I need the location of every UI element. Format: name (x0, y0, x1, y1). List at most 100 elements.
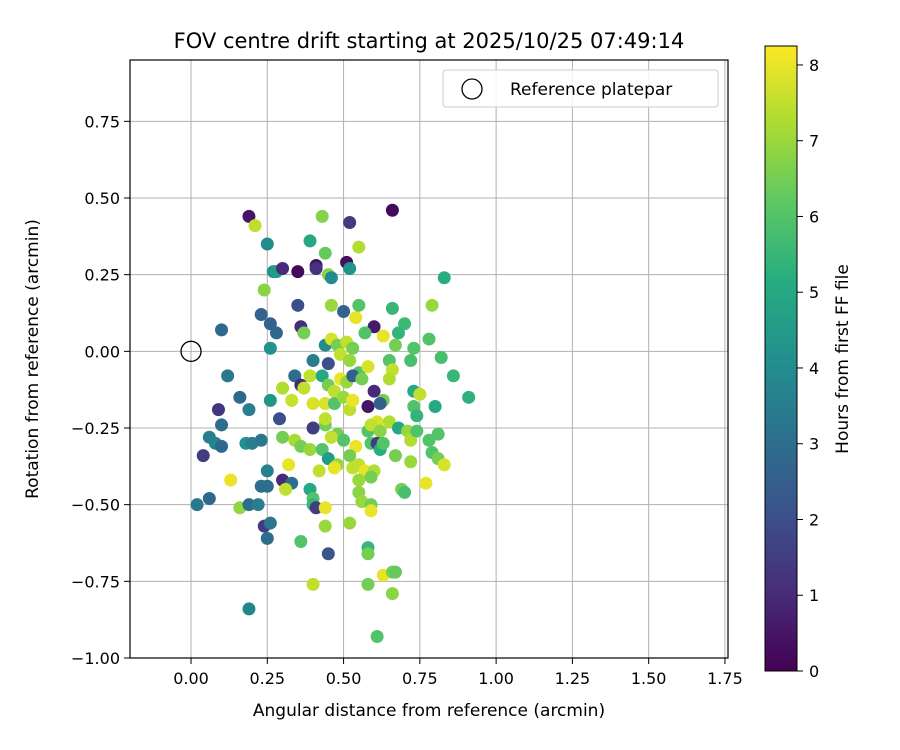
data-point (260, 531, 274, 545)
data-point (276, 381, 290, 395)
data-point (248, 219, 262, 233)
x-tick-label: 1.75 (707, 669, 743, 688)
data-point (373, 424, 387, 438)
data-point (388, 338, 402, 352)
data-point (309, 262, 323, 276)
data-point (224, 473, 238, 487)
data-point (358, 326, 372, 340)
data-point (367, 384, 381, 398)
data-point (306, 577, 320, 591)
data-point (321, 452, 335, 466)
data-point (352, 473, 366, 487)
data-point (315, 442, 329, 456)
data-point (428, 400, 442, 414)
data-point (263, 341, 277, 355)
data-point (273, 412, 286, 426)
data-point (385, 301, 399, 315)
x-axis-ticks: 0.00 0.25 0.50 0.75 1.00 1.25 1.50 1.75 (173, 658, 743, 688)
data-point (382, 372, 396, 386)
data-point (352, 240, 366, 254)
data-point (215, 323, 229, 337)
legend-box (442, 69, 719, 108)
y-axis-ticks: 0.75 0.50 0.25 0.00 −0.25 −0.50 −0.75 −1.00 (71, 112, 130, 668)
x-tick-label: 1.00 (478, 669, 514, 688)
data-point (446, 369, 460, 383)
data-point (364, 418, 378, 432)
colorbar-tick-label: 0 (809, 662, 819, 681)
data-point (364, 470, 378, 484)
data-point (297, 381, 311, 395)
y-tick-label: 0.25 (84, 266, 120, 285)
x-tick-label: 0.75 (402, 669, 438, 688)
legend: Reference platepar (442, 69, 719, 108)
reference-platepar-marker (180, 340, 202, 362)
data-point (254, 433, 268, 447)
data-point (318, 246, 332, 260)
colorbar-gradient (764, 45, 798, 672)
data-point (367, 320, 381, 334)
data-point (410, 409, 424, 423)
data-point (260, 464, 274, 478)
data-point (324, 430, 338, 444)
y-tick-label: 0.00 (84, 342, 120, 361)
data-point (263, 393, 277, 407)
x-tick-label: 1.50 (631, 669, 667, 688)
data-point (404, 354, 418, 368)
data-point (303, 369, 317, 383)
data-point (404, 433, 418, 447)
data-point (434, 350, 448, 364)
data-point (422, 332, 436, 346)
y-axis-label: Rotation from reference (arcmin) (23, 219, 43, 499)
colorbar-tick-label: 1 (809, 586, 819, 605)
data-point (321, 357, 335, 371)
legend-open-circle-marker (461, 78, 483, 100)
data-point (260, 479, 274, 493)
data-point (327, 461, 341, 475)
data-point (410, 424, 424, 438)
data-point (303, 234, 317, 248)
data-points (190, 203, 476, 644)
data-point (343, 516, 357, 530)
data-point (391, 326, 405, 340)
colorbar-label: Hours from first FF file (833, 264, 853, 454)
data-point (346, 393, 360, 407)
data-point (312, 464, 326, 478)
data-point (382, 415, 396, 429)
data-point (376, 436, 390, 450)
x-tick-label: 0.25 (249, 669, 285, 688)
data-point (297, 326, 311, 340)
y-tick-label: −0.25 (71, 419, 120, 438)
x-tick-label: 0.00 (173, 669, 209, 688)
data-point (251, 498, 265, 512)
data-point (318, 396, 332, 410)
data-point (291, 265, 305, 279)
data-point (334, 347, 348, 361)
data-point (425, 298, 439, 312)
data-point (242, 403, 256, 417)
plot-frame (129, 59, 729, 659)
y-tick-label: −0.75 (71, 572, 120, 591)
data-point (288, 369, 302, 383)
data-point (361, 577, 375, 591)
data-point (254, 308, 268, 322)
data-point (291, 298, 305, 312)
y-tick-label: 0.75 (84, 112, 120, 131)
data-point (337, 433, 351, 447)
data-point (327, 396, 341, 410)
data-point (398, 317, 412, 331)
data-point (309, 501, 323, 515)
data-point (361, 400, 375, 414)
data-point (373, 396, 387, 410)
data-point (324, 298, 338, 312)
data-point (233, 390, 247, 404)
colorbar-tick-label: 2 (809, 510, 819, 529)
x-tick-label: 1.25 (555, 669, 591, 688)
y-tick-label: 0.50 (84, 189, 120, 208)
data-point (413, 387, 427, 401)
data-point (364, 504, 378, 518)
data-point (318, 412, 332, 426)
data-point (257, 283, 271, 297)
y-tick-label: −0.50 (71, 496, 120, 515)
gridlines (130, 60, 728, 659)
